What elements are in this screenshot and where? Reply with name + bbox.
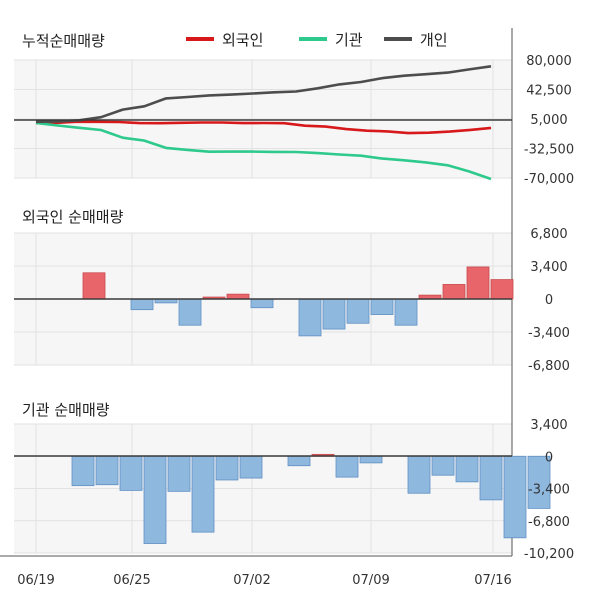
y-tick-label: -10,200 — [524, 547, 574, 562]
bar — [407, 455, 431, 494]
bar — [95, 455, 119, 486]
bar — [130, 298, 154, 311]
y-tick-label: 6,800 — [530, 227, 567, 242]
bar — [527, 455, 551, 509]
y-tick-label: 42,500 — [526, 84, 572, 99]
legend-label: 외국인 — [222, 31, 263, 49]
y-tick-label: 80,000 — [526, 54, 572, 69]
legend-label: 개인 — [420, 31, 448, 49]
bar — [143, 455, 167, 544]
bar — [226, 293, 250, 300]
x-tick-label: 07/02 — [233, 573, 270, 588]
y-tick-label: 0 — [545, 450, 553, 465]
bar — [191, 455, 215, 533]
bar — [71, 455, 95, 487]
panel-title: 누적순매매량 — [22, 32, 105, 50]
y-tick-label: -3,400 — [528, 483, 570, 498]
bar — [466, 266, 490, 300]
bar — [82, 272, 106, 300]
bar — [239, 455, 263, 479]
y-tick-label: -6,800 — [528, 515, 570, 530]
bar — [322, 298, 346, 330]
bar — [359, 455, 383, 464]
x-tick-label: 07/09 — [352, 573, 389, 588]
bar — [455, 455, 479, 483]
bar — [298, 298, 322, 337]
x-tick-label: 06/19 — [17, 573, 54, 588]
x-tick-label: 06/25 — [113, 573, 150, 588]
bar — [503, 455, 527, 539]
y-tick-label: 3,400 — [530, 260, 567, 275]
bar — [287, 455, 311, 467]
y-tick-label: 0 — [545, 293, 553, 308]
bar — [490, 279, 514, 300]
bar — [119, 455, 143, 491]
bar — [335, 455, 359, 478]
x-tick-label: 07/16 — [474, 573, 511, 588]
bar — [442, 284, 466, 300]
panel-title: 기관 순매매량 — [22, 401, 110, 419]
series-line-3 — [35, 65, 492, 124]
series-line-2 — [35, 121, 492, 181]
y-tick-label: -70,000 — [524, 172, 574, 187]
y-tick-label: -6,800 — [528, 359, 570, 374]
bar — [479, 455, 503, 501]
bar — [178, 298, 202, 326]
y-tick-label: -32,500 — [524, 143, 574, 158]
bar — [370, 298, 394, 315]
bar — [431, 455, 455, 476]
bar — [394, 298, 418, 326]
legend-label: 기관 — [335, 31, 363, 49]
panel-title: 외국인 순매매량 — [22, 208, 124, 226]
bar — [167, 455, 191, 492]
y-tick-label: 5,000 — [530, 113, 567, 128]
bar — [215, 455, 239, 481]
series-line-1 — [35, 120, 492, 135]
bar — [346, 298, 370, 324]
y-tick-label: 3,400 — [530, 418, 567, 433]
bar — [250, 298, 274, 309]
y-tick-label: -3,400 — [528, 326, 570, 341]
